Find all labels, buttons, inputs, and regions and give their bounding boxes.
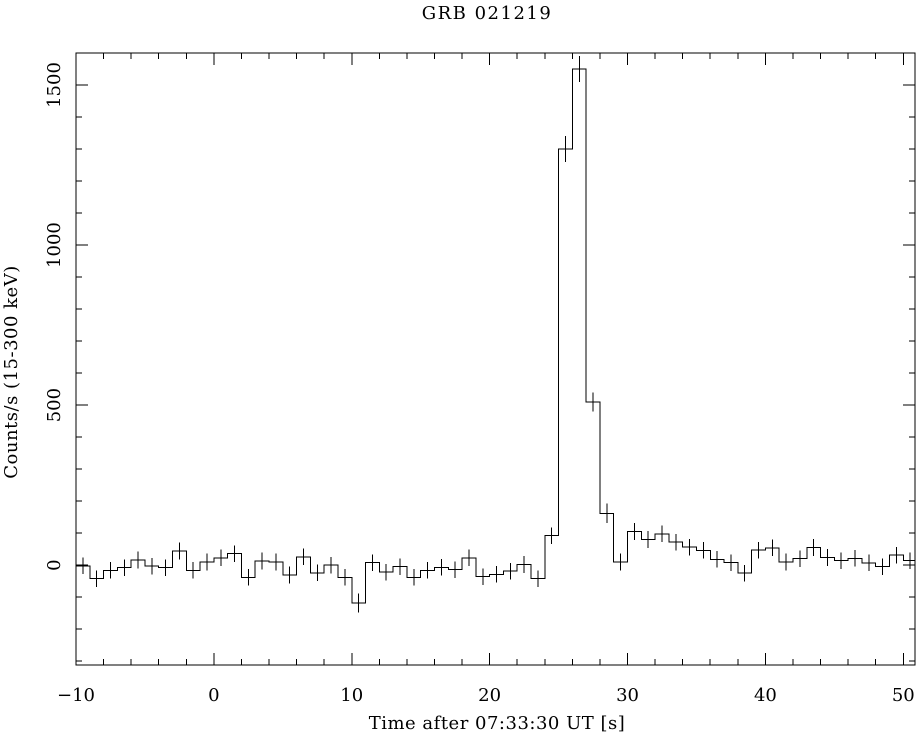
x-tick-label: 40 xyxy=(754,685,777,706)
axes xyxy=(75,52,916,666)
lightcurve-series xyxy=(76,56,915,613)
y-tick-label: 1000 xyxy=(44,222,65,268)
histogram-step-line xyxy=(76,68,915,604)
x-tick-label: 50 xyxy=(892,685,915,706)
axis-ticks xyxy=(75,52,915,665)
x-tick-label: −10 xyxy=(57,685,95,706)
x-tick-label: 30 xyxy=(616,685,639,706)
x-axis-label: Time after 07:33:30 UT [s] xyxy=(369,713,626,734)
axis-box xyxy=(75,52,916,666)
y-tick-label: 1500 xyxy=(44,62,65,108)
y-tick-label: 500 xyxy=(44,388,65,422)
y-tick-label: 0 xyxy=(44,559,65,570)
x-tick-label: 20 xyxy=(478,685,501,706)
x-tick-label: 0 xyxy=(208,685,219,706)
plot-title: GRB 021219 xyxy=(422,3,553,24)
y-axis-label: Counts/s (15-300 keV) xyxy=(1,265,22,478)
x-tick-label: 10 xyxy=(340,685,363,706)
